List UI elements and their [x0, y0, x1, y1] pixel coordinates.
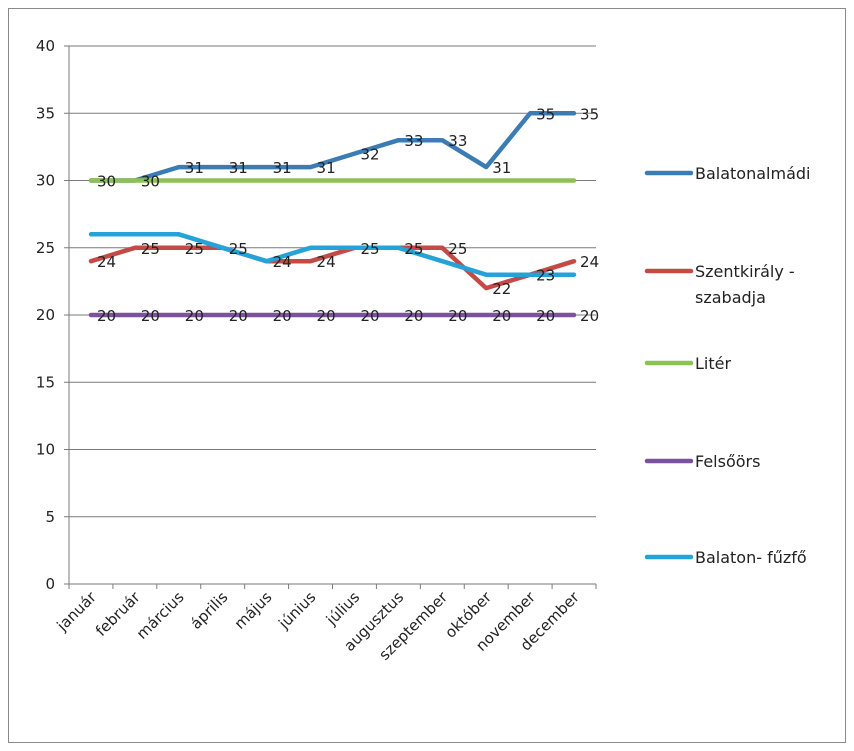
data-label-felsoors-0: 20 — [97, 307, 116, 325]
chart-frame: 0 5 10 15 20 25 30 35 40 január február március ápri… — [8, 8, 846, 743]
data-label-szentkiraly-szabadja-2: 25 — [185, 240, 204, 258]
data-label-szentkiraly-szabadja-9: 22 — [492, 280, 511, 298]
y-tick-label-0: 0 — [45, 575, 55, 593]
y-tick-label-20: 20 — [36, 306, 55, 324]
legend-label-balaton-fuzfo: Balaton- fűzfő — [695, 548, 807, 567]
data-label-balatonalmadi-0: 30 — [97, 173, 116, 191]
y-tick-label-10: 10 — [36, 441, 55, 459]
data-label-szentkiraly-szabadja-3: 25 — [229, 240, 248, 258]
data-label-szentkiraly-szabadja-5: 24 — [317, 253, 336, 271]
data-label-balatonalmadi-3: 31 — [229, 159, 248, 177]
y-tick-label-25: 25 — [36, 239, 55, 257]
data-label-szentkiraly-szabadja-11: 24 — [580, 253, 599, 271]
data-label-felsoors-7: 20 — [404, 307, 423, 325]
x-tick-label-marcius: március — [133, 588, 188, 643]
data-label-balatonalmadi-7: 33 — [404, 132, 423, 150]
data-label-balatonalmadi-5: 31 — [317, 159, 336, 177]
series-line-szentkiraly-szabadja — [88, 245, 577, 291]
x-tick-label-julius: július — [322, 588, 363, 629]
data-label-felsoors-11: 20 — [580, 307, 599, 325]
data-label-balatonalmadi-6: 32 — [360, 146, 379, 164]
legend-label-liter: Litér — [695, 354, 731, 373]
y-tick-label-15: 15 — [36, 373, 55, 391]
data-label-szentkiraly-szabadja-6: 25 — [360, 240, 379, 258]
data-label-szentkiraly-szabadja-10: 23 — [536, 267, 555, 285]
data-label-szentkiraly-szabadja-4: 24 — [273, 253, 292, 271]
y-tick-label-30: 30 — [36, 172, 55, 190]
data-label-balatonalmadi-1: 30 — [141, 173, 160, 191]
data-label-felsoors-5: 20 — [317, 307, 336, 325]
data-label-szentkiraly-szabadja-1: 25 — [141, 240, 160, 258]
data-label-balatonalmadi-4: 31 — [273, 159, 292, 177]
legend-label-szentkiraly-szabadja-0: Szentkirály - — [695, 262, 795, 281]
legend-label-felsoors: Felsőörs — [695, 452, 760, 471]
data-label-felsoors-1: 20 — [141, 307, 160, 325]
data-label-szentkiraly-szabadja-7: 25 — [404, 240, 423, 258]
gridlines — [69, 45, 596, 518]
x-tick-label-aprilis: április — [187, 588, 232, 633]
data-label-felsoors-9: 20 — [492, 307, 511, 325]
legend-label-szentkiraly-szabadja-1: szabadja — [695, 288, 766, 307]
data-label-balatonalmadi-10: 35 — [536, 105, 555, 123]
legend-label-balatonalmadi: Balatonalmádi — [695, 164, 810, 183]
data-label-szentkiraly-szabadja-8: 25 — [448, 240, 467, 258]
data-label-balatonalmadi-8: 33 — [448, 132, 467, 150]
data-label-felsoors-4: 20 — [273, 307, 292, 325]
y-tick-label-5: 5 — [45, 508, 55, 526]
y-tick-label-40: 40 — [36, 37, 55, 55]
data-label-felsoors-6: 20 — [360, 307, 379, 325]
data-label-felsoors-10: 20 — [536, 307, 555, 325]
y-tick-label-35: 35 — [36, 104, 55, 122]
x-tick-label-junius: június — [274, 588, 319, 633]
series-line-balaton-fuzfo — [88, 232, 577, 277]
series-lines — [88, 111, 577, 318]
data-label-szentkiraly-szabadja-0: 24 — [97, 253, 116, 271]
data-label-balatonalmadi-9: 31 — [492, 159, 511, 177]
data-label-balatonalmadi-2: 31 — [185, 159, 204, 177]
data-label-balatonalmadi-11: 35 — [580, 105, 599, 123]
data-label-felsoors-8: 20 — [448, 307, 467, 325]
x-tick-label-majus: május — [231, 588, 276, 633]
series-line-balatonalmadi — [88, 111, 577, 183]
data-label-felsoors-2: 20 — [185, 307, 204, 325]
data-label-felsoors-3: 20 — [229, 307, 248, 325]
legend: Balatonalmádi Szentkirály - szabadja Litér F… — [644, 164, 810, 567]
data-labels: 30 30 31 31 31 31 32 33 33 31 35 35 24 25 25 25 24 24 25 25… — [97, 105, 599, 325]
